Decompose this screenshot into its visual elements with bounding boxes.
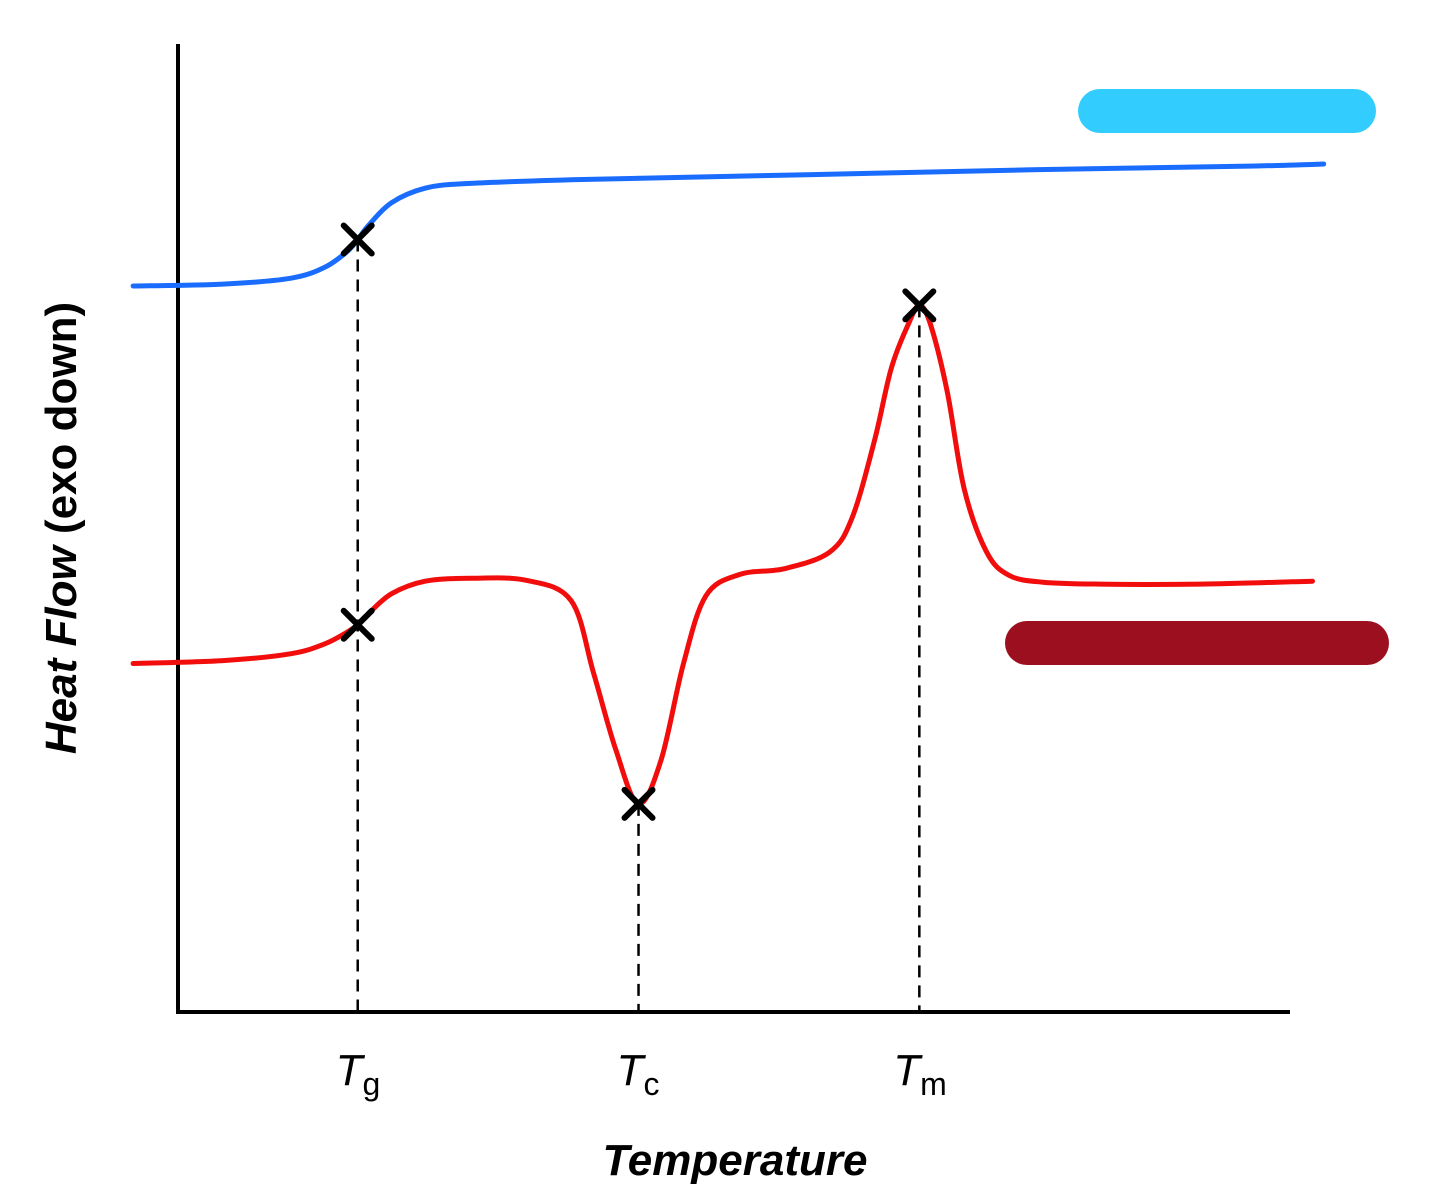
guide-lines — [356, 239, 921, 1012]
y-axis-title-note: (exo down) — [37, 302, 86, 546]
x-axis-title: Temperature — [603, 1136, 868, 1185]
series-lines — [130, 161, 1327, 807]
x-tick-label-tg: Tg — [336, 1046, 381, 1102]
lower-trace-label-bar — [1005, 621, 1389, 665]
lower-trace-line — [130, 302, 1315, 807]
legend-bars — [1005, 89, 1389, 665]
point-markers — [340, 222, 937, 821]
x-tick-label-tm: Tm — [893, 1046, 947, 1102]
y-axis-title: Heat Flow (exo down) — [37, 302, 86, 754]
x-marker-1 — [340, 607, 375, 642]
upper-trace-line — [130, 161, 1327, 289]
x-marker-0 — [340, 222, 375, 257]
x-marker-3 — [902, 288, 937, 323]
y-axis-title-main: Heat Flow — [37, 544, 86, 755]
x-tick-label-tc: Tc — [617, 1046, 660, 1102]
x-marker-2 — [621, 786, 656, 821]
upper-trace-label-bar — [1078, 89, 1376, 133]
